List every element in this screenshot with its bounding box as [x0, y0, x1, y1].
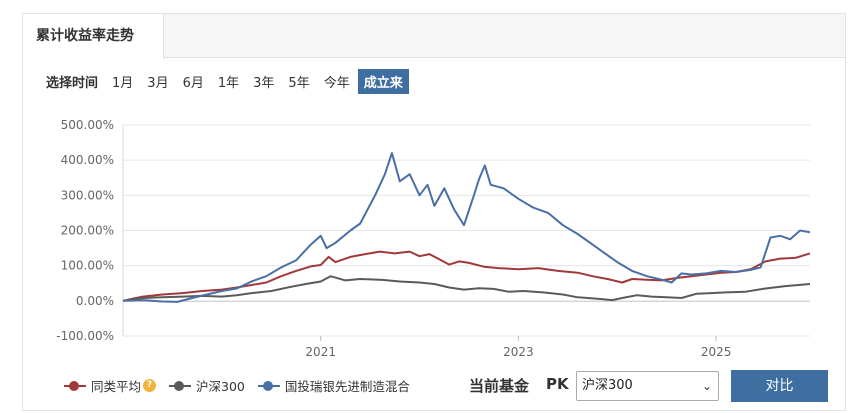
x-tick-label: 2023 — [503, 345, 534, 359]
legend-item-fund[interactable]: 国投瑞银先进制造混合 — [257, 376, 410, 395]
question-icon[interactable]: ? — [143, 379, 157, 392]
y-tick-label: 0.00% — [76, 294, 114, 308]
tab-bar: 累计收益率走势 — [23, 14, 845, 59]
time-option-since-inception[interactable]: 成立来 — [357, 68, 409, 94]
legend-label-csi300: 沪深300 — [196, 379, 245, 394]
y-tick-label: 100.00% — [61, 259, 114, 273]
chart-panel: 累计收益率走势 — [22, 13, 846, 411]
y-tick-label: 200.00% — [61, 224, 114, 238]
pk-label: PK — [546, 375, 569, 393]
series-line-category-avg — [122, 250, 811, 302]
chevron-down-icon: ⌄ — [701, 379, 712, 393]
time-option-5y[interactable]: 5年 — [288, 75, 310, 91]
legend-item-csi300[interactable]: 沪深300 — [169, 376, 245, 395]
time-option-6m[interactable]: 6月 — [182, 75, 204, 91]
time-option-3y[interactable]: 3年 — [253, 75, 275, 91]
legend-marker-fund — [257, 380, 280, 392]
legend-marker-category-avg — [64, 380, 86, 392]
chart-legend: 同类平均 ? 沪深300 国投瑞银先进制造混合 — [64, 376, 423, 395]
series-line-csi300 — [122, 275, 811, 302]
time-option-3m[interactable]: 3月 — [147, 75, 169, 91]
series-line-fund — [122, 152, 811, 303]
y-tick-label: 300.00% — [61, 188, 114, 202]
time-option-1m[interactable]: 1月 — [112, 75, 134, 91]
legend-item-category-avg[interactable]: 同类平均 ? — [64, 376, 157, 395]
legend-marker-csi300 — [169, 380, 192, 392]
time-option-ytd[interactable]: 今年 — [323, 75, 350, 91]
current-fund-label: 当前基金 — [469, 377, 530, 395]
time-range-bar: 选择时间 1月 3月 6月 1年 3年 5年 今年 成立来 — [46, 68, 423, 94]
tab-cumulative-return[interactable]: 累计收益率走势 — [23, 14, 164, 59]
y-tick-label: 500.00% — [61, 118, 114, 132]
legend-label-category-avg: 同类平均 — [91, 379, 142, 394]
y-tick-label: 400.00% — [61, 153, 114, 167]
x-tick-label: 2021 — [305, 345, 336, 359]
time-option-1y[interactable]: 1年 — [217, 75, 240, 91]
time-range-label: 选择时间 — [46, 75, 99, 91]
benchmark-select[interactable]: 沪深300 ⌄ — [576, 371, 719, 401]
benchmark-select-value: 沪深300 — [582, 378, 633, 393]
y-tick-label: -100.00% — [56, 329, 114, 343]
x-tick-label: 2025 — [701, 345, 732, 359]
legend-label-fund: 国投瑞银先进制造混合 — [284, 379, 410, 394]
compare-button[interactable]: 对比 — [731, 370, 828, 402]
